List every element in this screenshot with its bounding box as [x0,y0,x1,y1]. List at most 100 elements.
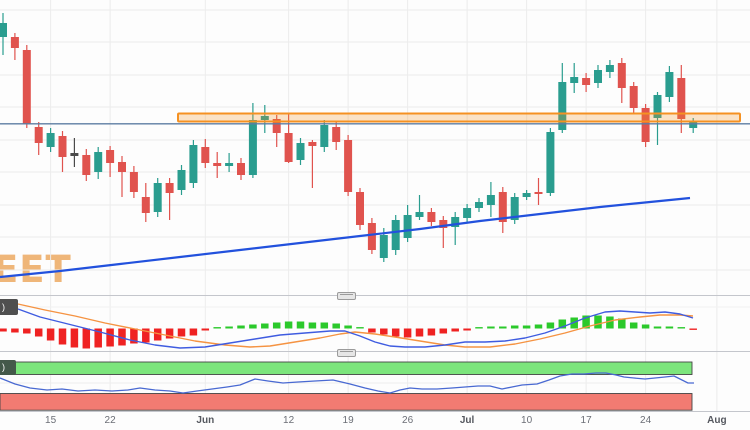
candle-body [641,108,650,142]
candle-body [605,65,614,72]
candle-body [129,172,138,192]
macd-histogram-bar [451,328,459,332]
macd-histogram-bar [189,328,198,336]
candle-body [165,183,174,193]
candle-body [94,152,103,172]
candle-body [10,37,19,48]
candle-body [391,220,400,250]
macd-histogram-bar [558,319,567,329]
macd-histogram-bar [582,315,590,329]
overbought-band [0,361,693,375]
macd-histogram-bar [46,328,55,341]
macd-histogram-bar [296,321,305,329]
pane-resize-handle-rsi[interactable] [337,349,356,357]
macd-histogram-bar [641,324,650,329]
candle-body [582,78,591,85]
macd-histogram-bar [249,324,257,329]
candle-body [546,132,555,193]
macd-histogram-bar [653,326,662,329]
candle-body [498,192,507,222]
time-axis-label: Jul [459,415,475,426]
candle-body [594,70,602,83]
candle-body [141,197,150,213]
candle-body [510,197,519,220]
candle-body [201,147,210,163]
macd-histogram-bar [237,325,245,329]
candle-body [296,143,305,160]
candle-body [58,136,67,157]
candle-body [272,119,281,133]
macd-histogram-bar [677,327,686,329]
time-axis-label: 24 [640,415,652,426]
macd-histogram-bar [23,328,31,334]
candle-body [237,163,245,175]
macd-histogram-bar [629,322,638,329]
macd-histogram-bar [177,328,186,337]
macd-histogram-bar [34,328,43,337]
candle-body [439,220,448,228]
rsi-line [0,372,694,394]
candle-body [34,127,43,143]
macd-histogram-bar [261,323,269,329]
candle-body [82,155,91,175]
candle-body [534,192,543,194]
macd-histogram-bar [272,322,281,329]
macd-histogram-bar [475,327,483,329]
macd-histogram-bar [225,326,233,329]
candle-body [665,72,674,97]
macd-histogram-bar [11,328,19,333]
candle-body [415,212,424,217]
macd-line [17,308,694,349]
time-axis-label: Jun [196,415,215,426]
macd-indicator-legend[interactable]: ) [0,299,18,315]
time-axis[interactable]: 15 22 Jun 12 19 26 Jul 10 17 24 Aug [0,412,750,430]
candle-body [475,202,483,208]
candle-body [284,133,293,162]
candle-body [308,142,317,146]
macd-histogram-bar [368,328,376,333]
macd-histogram-bar [308,322,317,329]
macd-histogram-bar [499,326,507,329]
rsi-indicator-legend[interactable]: ) [0,360,16,375]
candle-body [522,193,531,197]
time-axis-label: 15 [45,415,57,426]
candle-body [0,23,7,37]
macd-histogram-bar [70,328,79,348]
time-axis-label: Aug [707,415,727,426]
macd-histogram-bar [665,326,674,329]
macd-histogram-bar [439,328,448,334]
candle-body [118,162,126,172]
candle-body [427,212,436,222]
macd-histogram-bar [153,328,162,341]
macd-histogram-bar [618,318,626,329]
supply-zone-rectangle[interactable] [177,112,741,123]
macd-histogram-bar [142,328,150,343]
candle-body [379,235,388,258]
macd-histogram-bar [332,323,340,329]
candle-body [463,208,472,218]
time-axis-label: 10 [521,415,533,426]
moving-average-line [0,196,691,279]
candle-body [403,215,412,238]
macd-histogram-bar [82,328,91,349]
macd-histogram-bar [415,328,424,337]
macd-histogram-bar [213,327,221,329]
candle-body [677,78,686,119]
macd-histogram-bar [510,325,519,329]
candle-body [689,122,698,128]
macd-histogram-bar [403,328,412,338]
candle-body [213,163,222,166]
macd-histogram-bar [606,316,614,329]
macd-histogram-bar [130,328,138,344]
macd-histogram-bar [534,324,543,329]
macd-histogram-bar [689,328,697,330]
candle-body [617,63,626,88]
candle-body [106,150,115,163]
candle-body [225,163,234,166]
macd-histogram-bar [58,328,67,345]
pane-resize-handle-macd[interactable] [337,292,356,300]
candle-body [570,77,579,83]
macd-histogram-bar [344,325,352,329]
macd-histogram-bar [522,325,531,329]
